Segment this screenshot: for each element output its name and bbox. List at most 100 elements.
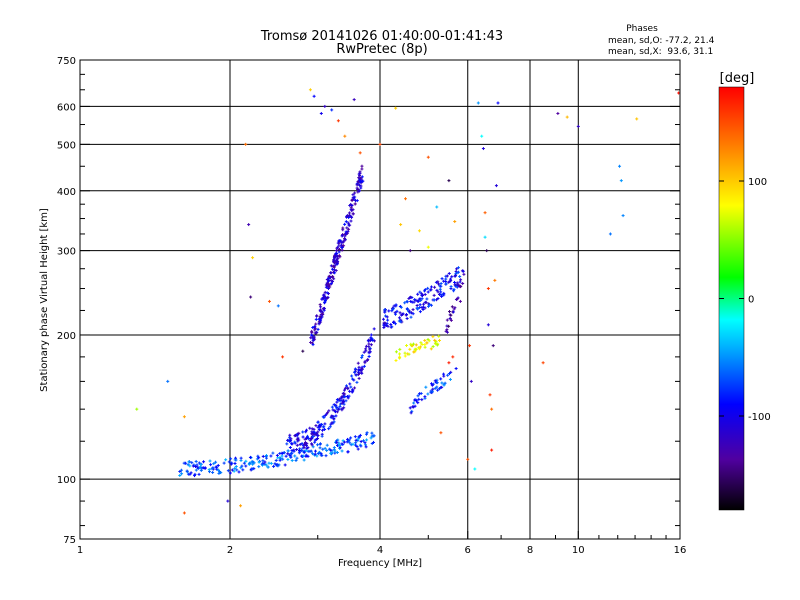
scatter-point [286, 452, 290, 456]
scatter-point [313, 438, 317, 442]
scatter-point [349, 436, 353, 440]
scatter-point [352, 98, 356, 102]
colorbar-tick-label: -100 [748, 412, 771, 423]
scatter-point [417, 229, 421, 233]
scatter-point [335, 441, 339, 445]
scatter-point [285, 442, 289, 446]
scatter-point [199, 468, 203, 472]
scatter-point [244, 142, 248, 146]
scatter-point [349, 206, 353, 210]
scatter-point [423, 343, 427, 347]
scatter-point [304, 430, 308, 434]
scatter-point [306, 446, 310, 450]
scatter-point [386, 324, 390, 328]
scatter-point [466, 457, 470, 461]
scatter-point [452, 310, 456, 314]
scatter-point [431, 387, 435, 391]
scatter-point [447, 324, 451, 328]
scatter-point [415, 306, 419, 310]
scatter-point [344, 399, 348, 403]
scatter-point [359, 444, 363, 448]
scatter-point [348, 203, 352, 207]
scatter-point [280, 451, 284, 455]
scatter-point [356, 361, 360, 365]
stats-line-o: mean, sd,O: -77.2, 21.4 [608, 36, 715, 46]
scatter-point [336, 119, 340, 123]
scatter-point [257, 465, 261, 469]
scatter-point [372, 339, 376, 343]
scatter-point [343, 238, 347, 242]
scatter-point [320, 297, 324, 301]
scatter-point [330, 405, 334, 409]
scatter-point [342, 244, 346, 248]
scatter-point [462, 272, 466, 276]
scatter-point [452, 307, 456, 311]
scatter-point [494, 184, 498, 188]
scatter-point [417, 397, 421, 401]
scatter-point [618, 164, 622, 168]
scatter-point [178, 470, 182, 474]
scatter-point [329, 275, 333, 279]
scatter-point [565, 115, 569, 119]
scatter-point [305, 428, 309, 432]
scatter-point [429, 285, 433, 289]
scatter-point [453, 274, 457, 278]
scatter-point [240, 464, 244, 468]
scatter-point [319, 309, 323, 313]
scatter-point [437, 339, 441, 343]
scatter-point [490, 407, 494, 411]
scatter-point [437, 334, 441, 338]
scatter-point [248, 461, 252, 465]
scatter-point [202, 460, 206, 464]
scatter-point [461, 281, 465, 285]
scatter-point [286, 449, 290, 453]
scatter-point [267, 299, 271, 303]
scatter-point [242, 461, 246, 465]
x-tick-label: 1 [77, 545, 83, 556]
scatter-point [457, 270, 461, 274]
scatter-point [411, 312, 415, 316]
scatter-point [458, 285, 462, 289]
scatter-point [351, 208, 355, 212]
scatter-point [301, 349, 305, 353]
scatter-point [343, 134, 347, 138]
scatter-point [423, 288, 427, 292]
scatter-point [337, 254, 341, 258]
scatter-point [355, 183, 359, 187]
scatter-point [338, 247, 342, 251]
scatter-point [306, 449, 310, 453]
scatter-point [302, 450, 306, 454]
scatter-point [191, 464, 195, 468]
scatter-point [337, 397, 341, 401]
scatter-point [305, 436, 309, 440]
scatter-point [433, 379, 437, 383]
scatter-point [318, 315, 322, 319]
scatter-point [399, 305, 403, 309]
scatter-point [313, 449, 317, 453]
scatter-point [314, 331, 318, 335]
scatter-point [358, 151, 362, 155]
scatter-point [321, 447, 325, 451]
scatter-point [312, 335, 316, 339]
scatter-point [394, 312, 398, 316]
scatter-point [418, 347, 422, 351]
scatter-point [323, 422, 327, 426]
scatter-point [309, 340, 313, 344]
scatter-point [182, 461, 186, 465]
scatter-point [365, 432, 369, 436]
scatter-point [325, 283, 329, 287]
scatter-point [333, 271, 337, 275]
y-tick-label: 750 [57, 56, 76, 67]
scatter-point [359, 440, 363, 444]
scatter-point [319, 111, 323, 115]
scatter-point [409, 411, 413, 415]
scatter-point [228, 471, 232, 475]
scatter-point [430, 383, 434, 387]
scatter-point [340, 246, 344, 250]
scatter-point [317, 450, 321, 454]
scatter-point [315, 314, 319, 318]
scatter-point [301, 454, 305, 458]
scatter-point [312, 430, 316, 434]
scatter-point [201, 466, 205, 470]
scatter-point [394, 303, 398, 307]
